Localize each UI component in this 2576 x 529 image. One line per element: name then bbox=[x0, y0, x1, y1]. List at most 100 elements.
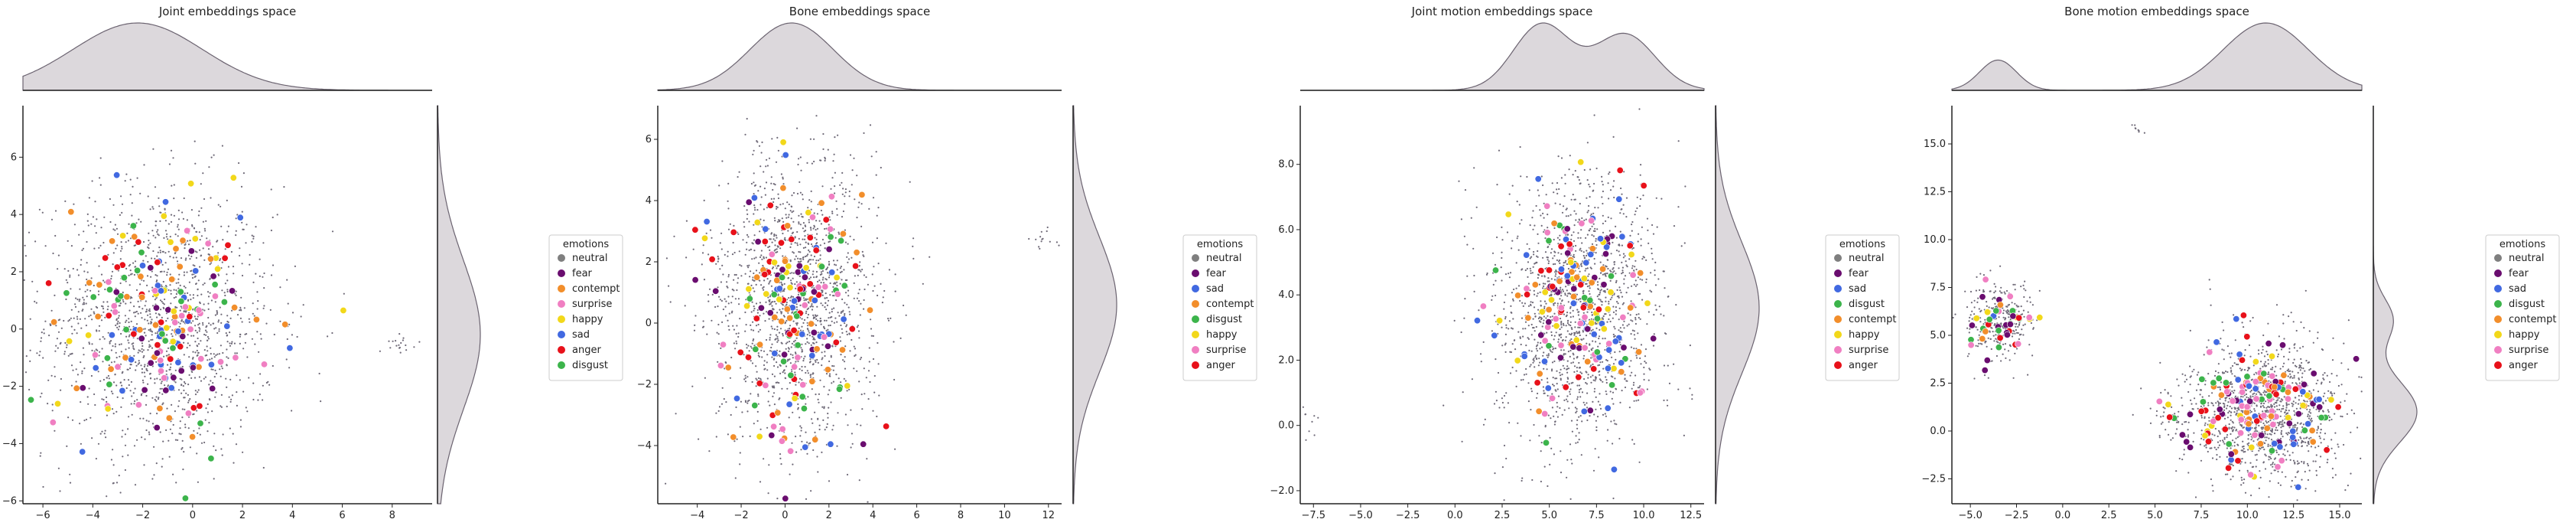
point-neutral bbox=[1569, 388, 1572, 390]
point-neutral bbox=[868, 207, 870, 210]
point-neutral bbox=[762, 287, 764, 289]
point-neutral bbox=[245, 407, 247, 409]
point-neutral bbox=[742, 239, 744, 241]
point-neutral bbox=[787, 347, 789, 349]
point-neutral bbox=[48, 335, 50, 337]
x-tick-label: 6 bbox=[339, 510, 345, 521]
point-neutral bbox=[1551, 361, 1554, 364]
point-neutral bbox=[872, 289, 874, 292]
point-neutral bbox=[183, 451, 185, 453]
point-neutral bbox=[262, 466, 265, 469]
point-emotion bbox=[108, 331, 115, 339]
point-neutral bbox=[857, 274, 859, 276]
point-neutral bbox=[790, 217, 792, 220]
point-neutral bbox=[76, 318, 79, 320]
point-neutral bbox=[1480, 361, 1482, 363]
point-emotion bbox=[833, 273, 841, 281]
point-neutral bbox=[770, 301, 772, 303]
point-emotion bbox=[172, 245, 180, 253]
point-neutral bbox=[64, 341, 67, 345]
point-neutral bbox=[405, 349, 408, 351]
point-neutral bbox=[184, 259, 187, 261]
point-neutral bbox=[187, 334, 189, 336]
point-neutral bbox=[1643, 378, 1645, 381]
point-neutral bbox=[753, 184, 756, 187]
point-neutral bbox=[753, 290, 756, 292]
point-neutral bbox=[190, 209, 193, 211]
point-emotion bbox=[186, 313, 194, 321]
point-neutral bbox=[160, 309, 162, 311]
point-neutral bbox=[1560, 377, 1562, 380]
point-neutral bbox=[1493, 403, 1496, 405]
point-neutral bbox=[1471, 378, 1473, 380]
point-neutral bbox=[736, 325, 738, 327]
point-neutral bbox=[140, 394, 142, 397]
point-neutral bbox=[1618, 286, 1621, 289]
point-neutral bbox=[801, 343, 803, 345]
point-neutral bbox=[1654, 274, 1656, 276]
point-neutral bbox=[1575, 435, 1577, 437]
point-neutral bbox=[121, 246, 123, 248]
point-neutral bbox=[230, 342, 233, 345]
point-neutral bbox=[165, 350, 168, 352]
point-neutral bbox=[1553, 415, 1555, 418]
point-neutral bbox=[853, 282, 855, 284]
point-neutral bbox=[199, 433, 201, 436]
point-neutral bbox=[101, 348, 103, 350]
point-neutral bbox=[831, 212, 834, 214]
point-neutral bbox=[129, 178, 132, 181]
point-neutral bbox=[809, 305, 812, 308]
point-neutral bbox=[1599, 342, 1601, 345]
point-neutral bbox=[1547, 262, 1550, 265]
x-tick-label: 0 bbox=[190, 510, 196, 521]
point-neutral bbox=[777, 339, 779, 341]
point-neutral bbox=[1597, 364, 1599, 367]
point-neutral bbox=[739, 463, 741, 465]
point-neutral bbox=[831, 308, 833, 310]
point-neutral bbox=[814, 431, 816, 434]
point-neutral bbox=[50, 309, 53, 312]
point-neutral bbox=[260, 338, 262, 340]
point-neutral bbox=[867, 283, 869, 286]
point-neutral bbox=[1568, 168, 1570, 171]
point-neutral bbox=[817, 471, 819, 473]
point-emotion bbox=[163, 324, 171, 331]
point-neutral bbox=[243, 307, 246, 309]
point-neutral bbox=[1621, 266, 1624, 269]
point-neutral bbox=[816, 305, 818, 308]
y-tick-label: 2 bbox=[646, 256, 652, 268]
point-neutral bbox=[1540, 341, 1542, 345]
point-neutral bbox=[702, 320, 704, 322]
point-neutral bbox=[832, 260, 835, 262]
point-neutral bbox=[1577, 299, 1579, 301]
point-neutral bbox=[1589, 332, 1592, 335]
point-neutral bbox=[844, 380, 847, 382]
point-neutral bbox=[1546, 368, 1548, 371]
point-neutral bbox=[1475, 206, 1478, 208]
point-neutral bbox=[794, 242, 796, 244]
point-neutral bbox=[135, 364, 138, 367]
point-neutral bbox=[1533, 327, 1535, 329]
point-neutral bbox=[151, 257, 153, 260]
y-tick-label: 0 bbox=[646, 318, 652, 329]
point-neutral bbox=[1618, 341, 1621, 344]
point-neutral bbox=[177, 226, 179, 228]
point-neutral bbox=[203, 309, 206, 312]
point-neutral bbox=[1495, 400, 1498, 402]
point-neutral bbox=[1604, 291, 1606, 293]
point-neutral bbox=[212, 368, 214, 371]
point-neutral bbox=[154, 312, 157, 315]
point-emotion bbox=[733, 394, 740, 402]
point-neutral bbox=[220, 345, 222, 347]
point-emotion bbox=[106, 286, 114, 293]
point-neutral bbox=[1550, 252, 1552, 254]
point-neutral bbox=[137, 363, 139, 365]
point-neutral bbox=[1566, 289, 1568, 292]
point-neutral bbox=[1538, 283, 1540, 286]
legend-marker bbox=[558, 346, 565, 354]
point-neutral bbox=[751, 380, 753, 384]
point-emotion bbox=[785, 263, 792, 270]
point-neutral bbox=[768, 282, 770, 285]
point-neutral bbox=[1526, 243, 1528, 245]
point-neutral bbox=[147, 314, 149, 316]
